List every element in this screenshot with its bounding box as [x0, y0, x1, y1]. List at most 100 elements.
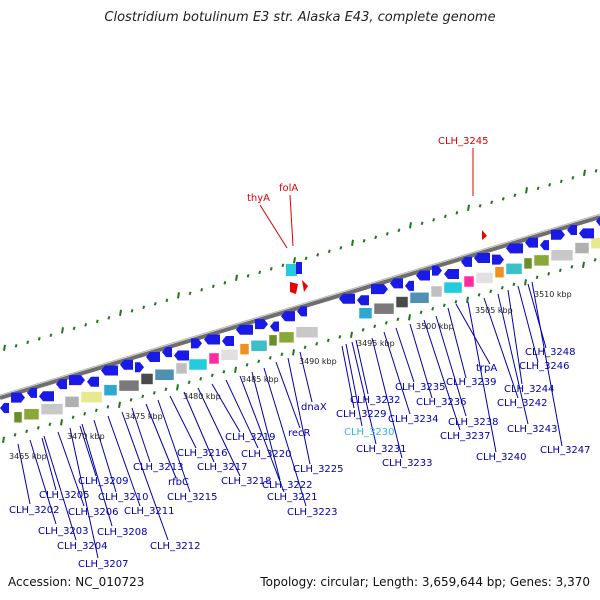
label-leader-line [41, 437, 57, 491]
highlight-gene-label[interactable]: CLH_3245 [438, 136, 489, 147]
gene-label[interactable]: CLH_3234 [388, 414, 439, 425]
scale-tick [257, 359, 261, 364]
gene-label[interactable]: CLH_3203 [38, 526, 89, 537]
scale-tick [152, 390, 156, 395]
highlight-gene-label[interactable]: folA [279, 183, 298, 194]
kbp-label: 3495 kbp [357, 339, 395, 348]
gene-arrow [506, 243, 523, 254]
gene-label[interactable]: dnaX [301, 402, 327, 413]
scale-tick [316, 252, 320, 257]
gene-label[interactable]: CLH_3215 [167, 492, 218, 503]
gene-arrow [11, 392, 25, 403]
label-leader-line [287, 357, 311, 465]
gene-label[interactable]: trpA [476, 363, 497, 374]
label-leader-line [435, 315, 467, 417]
scale-tick [281, 263, 285, 268]
gene-label[interactable]: CLH_3242 [497, 398, 548, 409]
feature-block [295, 326, 319, 338]
gene-label[interactable]: CLH_3208 [97, 527, 148, 538]
scale-tick [3, 344, 6, 351]
gene-label[interactable]: CLH_3218 [221, 476, 272, 487]
highlight-gene-label[interactable]: thyA [247, 193, 270, 204]
gene-label[interactable]: CLH_3219 [225, 432, 276, 443]
gene-label[interactable]: CLH_3207 [78, 559, 129, 570]
gene-label[interactable]: CLH_3206 [68, 507, 119, 518]
label-leader-line [355, 339, 369, 395]
gene-label[interactable]: CLH_3237 [440, 431, 491, 442]
gene-arrows [0, 216, 600, 413]
gene-label[interactable]: CLH_3221 [267, 492, 318, 503]
feature-block [296, 262, 302, 274]
label-leader-line [531, 281, 563, 447]
gene-arrow [432, 265, 442, 276]
gene-label[interactable]: CLH_3243 [507, 424, 558, 435]
scale-tick [384, 320, 388, 325]
scale-tick [327, 249, 331, 254]
scale-tick [119, 309, 122, 316]
gene-label[interactable]: CLH_3212 [150, 541, 201, 552]
gene-label[interactable]: CLH_3210 [98, 492, 149, 503]
gene-label[interactable]: CLH_3205 [39, 490, 90, 501]
scale-tick [222, 369, 226, 374]
gene-label[interactable]: CLH_3231 [356, 444, 407, 455]
scale-tick [409, 222, 412, 229]
gene-label[interactable]: CLH_3232 [350, 395, 401, 406]
gene-label[interactable]: CLH_3216 [177, 448, 228, 459]
gene-label[interactable]: CLH_3223 [287, 507, 338, 518]
kbp-label: 3505 kbp [475, 306, 513, 315]
gene-label[interactable]: CLH_3235 [395, 382, 446, 393]
scale-tick [25, 429, 29, 434]
gene-label[interactable]: CLH_3211 [124, 506, 175, 517]
label-leader-line [145, 403, 177, 479]
gene-label[interactable]: CLH_3248 [525, 347, 576, 358]
gene-label[interactable]: CLH_3225 [293, 464, 344, 475]
gene-arrow [297, 306, 307, 317]
feature-block [23, 408, 40, 421]
scale-tick [385, 231, 389, 236]
gene-label[interactable]: CLH_3244 [504, 384, 555, 395]
gene-arrow [596, 216, 600, 227]
gene-label[interactable]: CLH_3204 [57, 541, 108, 552]
gene-label[interactable]: CLH_3202 [9, 505, 60, 516]
gene-label[interactable]: CLH_3246 [519, 361, 570, 372]
scale-tick [350, 331, 353, 338]
gene-arrow [69, 375, 85, 386]
gene-arrow [236, 324, 253, 335]
scale-tick [153, 301, 157, 306]
gene-label[interactable]: CLH_3213 [133, 462, 184, 473]
scale-tick [466, 296, 469, 303]
gene-label[interactable]: CLH_3229 [336, 409, 387, 420]
gene-label[interactable]: recR [288, 428, 311, 439]
gene-label[interactable]: CLH_3233 [382, 458, 433, 469]
feature-block [268, 334, 278, 347]
scale-tick [525, 187, 528, 194]
gene-label[interactable]: CLH_3220 [241, 449, 292, 460]
gene-label[interactable]: CLH_3209 [78, 476, 129, 487]
gene-label[interactable]: CLH_3217 [197, 462, 248, 473]
gene-arrow [551, 229, 565, 240]
gene-label[interactable]: rfbC [168, 477, 189, 488]
feature-blocks [13, 237, 600, 424]
gene-arrow [540, 240, 549, 251]
gene-label[interactable]: CLH_3238 [448, 417, 499, 428]
gene-label[interactable]: CLH_3247 [540, 445, 591, 456]
scale-tick [419, 310, 423, 315]
gene-label[interactable]: CLH_3222 [262, 480, 313, 491]
gene-label[interactable]: CLH_3230 [344, 427, 395, 438]
label-leader-line [121, 411, 169, 541]
gene-label[interactable]: CLH_3239 [446, 377, 497, 388]
gene-label[interactable]: CLH_3240 [476, 452, 527, 463]
scale-tick [200, 287, 204, 292]
scale-tick [95, 319, 99, 324]
label-leader-line [351, 341, 377, 445]
scale-tick [351, 239, 354, 246]
scale-tick [48, 422, 52, 427]
gene-arrow [135, 362, 144, 373]
scale-tick [36, 425, 40, 430]
gene-label[interactable]: CLH_3236 [416, 397, 467, 408]
label-leader-line [341, 345, 355, 409]
feature-block [533, 254, 550, 267]
scale-tick [142, 305, 146, 310]
